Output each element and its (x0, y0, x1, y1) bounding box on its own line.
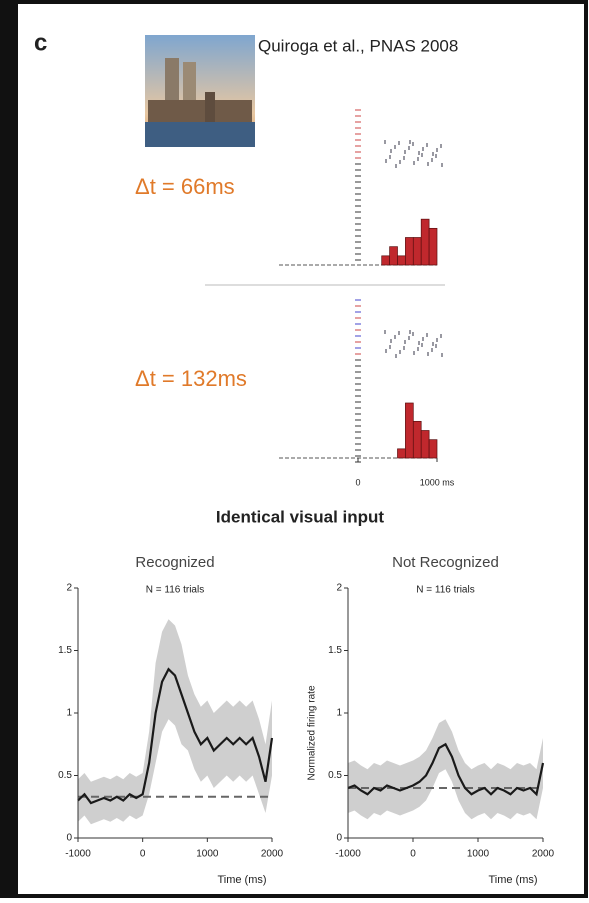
histogram-bar (405, 237, 414, 266)
y-tick-label: 2 (336, 583, 342, 594)
histogram-bar (405, 402, 414, 459)
panel-label: c (34, 29, 47, 56)
chart-title: Recognized (135, 554, 214, 571)
histogram-bar (428, 439, 438, 459)
x-tick-label: -1000 (335, 849, 361, 860)
mean-line (347, 742, 545, 797)
x-tick-label: 2000 (532, 849, 555, 860)
y-tick-label: 1 (66, 708, 72, 719)
y-tick-label: 2 (66, 583, 72, 594)
chart-subtitle: N = 116 trials (416, 585, 474, 596)
citation: Quiroga et al., PNAS 2008 (258, 36, 458, 55)
histogram-bar (389, 246, 398, 266)
x-tick-label: 2000 (261, 849, 284, 860)
x-tick-label: 0 (355, 477, 360, 487)
mean-line (77, 667, 274, 805)
condition-label: Δt = 66ms (135, 174, 235, 199)
x-tick-label: 1000 (196, 849, 219, 860)
stimulus-photo (145, 35, 255, 147)
histogram-bar (420, 218, 430, 266)
histogram-bar (381, 255, 390, 266)
left-edge (0, 0, 14, 898)
x-axis-label: Time (ms) (488, 874, 537, 886)
x-tick-label: 1000 ms (420, 477, 455, 487)
histogram-bar (412, 420, 422, 459)
histogram-bar (397, 448, 406, 459)
histogram-bar (412, 237, 422, 266)
x-tick-label: 0 (140, 849, 146, 860)
y-tick-label: 0 (66, 833, 72, 844)
panel-frame (14, 0, 588, 898)
y-tick-label: 0.5 (328, 770, 342, 781)
error-band (348, 719, 543, 820)
chart-subtitle: N = 116 trials (146, 585, 204, 596)
y-tick-label: 1 (336, 708, 342, 719)
chart-title: Not Recognized (392, 554, 499, 571)
y-tick-label: 0 (336, 833, 342, 844)
x-tick-label: -1000 (65, 849, 91, 860)
histogram-bar (420, 430, 430, 459)
y-tick-label: 1.5 (328, 645, 342, 656)
y-axis-label: Normalized firing rate (307, 685, 318, 780)
section-title: Identical visual input (216, 507, 384, 526)
x-tick-label: 1000 (467, 849, 490, 860)
x-axis-label: Time (ms) (217, 874, 266, 886)
x-tick-label: 0 (410, 849, 416, 860)
error-band (78, 619, 272, 825)
y-tick-label: 1.5 (58, 645, 72, 656)
histogram-bar (397, 255, 406, 266)
histogram-bar (428, 227, 438, 266)
y-tick-label: 0.5 (58, 770, 72, 781)
condition-label: Δt = 132ms (135, 366, 247, 391)
